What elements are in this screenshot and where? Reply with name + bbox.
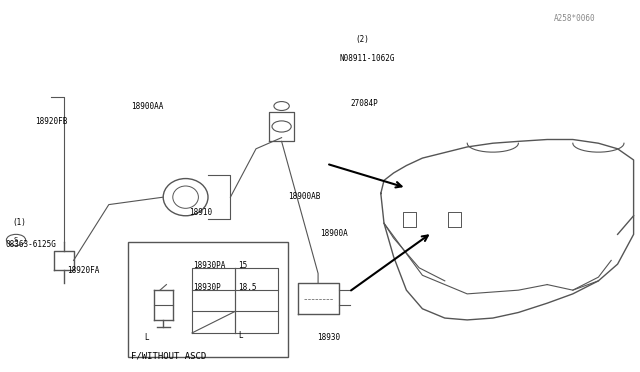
Text: 18920FB: 18920FB xyxy=(35,117,68,126)
Text: L: L xyxy=(144,333,148,342)
Ellipse shape xyxy=(163,179,208,216)
Circle shape xyxy=(272,121,291,132)
Text: L: L xyxy=(238,331,243,340)
Text: 18900AA: 18900AA xyxy=(131,102,164,111)
Circle shape xyxy=(6,234,26,246)
Bar xyxy=(128,242,288,357)
Text: 15: 15 xyxy=(239,261,248,270)
Text: N: N xyxy=(280,103,284,109)
Text: 18910: 18910 xyxy=(189,208,212,217)
Text: 08363-6125G: 08363-6125G xyxy=(5,240,56,249)
Text: A258*0060: A258*0060 xyxy=(554,14,595,23)
Text: 18900AB: 18900AB xyxy=(288,192,321,201)
Text: 18920FA: 18920FA xyxy=(67,266,100,275)
Text: 18930: 18930 xyxy=(317,333,340,342)
Text: 18930PA: 18930PA xyxy=(193,261,226,270)
Text: S: S xyxy=(14,237,18,243)
Text: 18930P: 18930P xyxy=(193,283,221,292)
Text: 27084P: 27084P xyxy=(351,99,378,108)
Text: 18.5: 18.5 xyxy=(239,283,257,292)
Text: (1): (1) xyxy=(13,218,27,227)
Text: (2): (2) xyxy=(355,35,369,44)
Text: F/WITHOUT ASCD: F/WITHOUT ASCD xyxy=(131,352,207,360)
Ellipse shape xyxy=(173,186,198,208)
Text: N08911-1062G: N08911-1062G xyxy=(339,54,395,63)
Text: 18900A: 18900A xyxy=(320,229,348,238)
Circle shape xyxy=(274,102,289,110)
